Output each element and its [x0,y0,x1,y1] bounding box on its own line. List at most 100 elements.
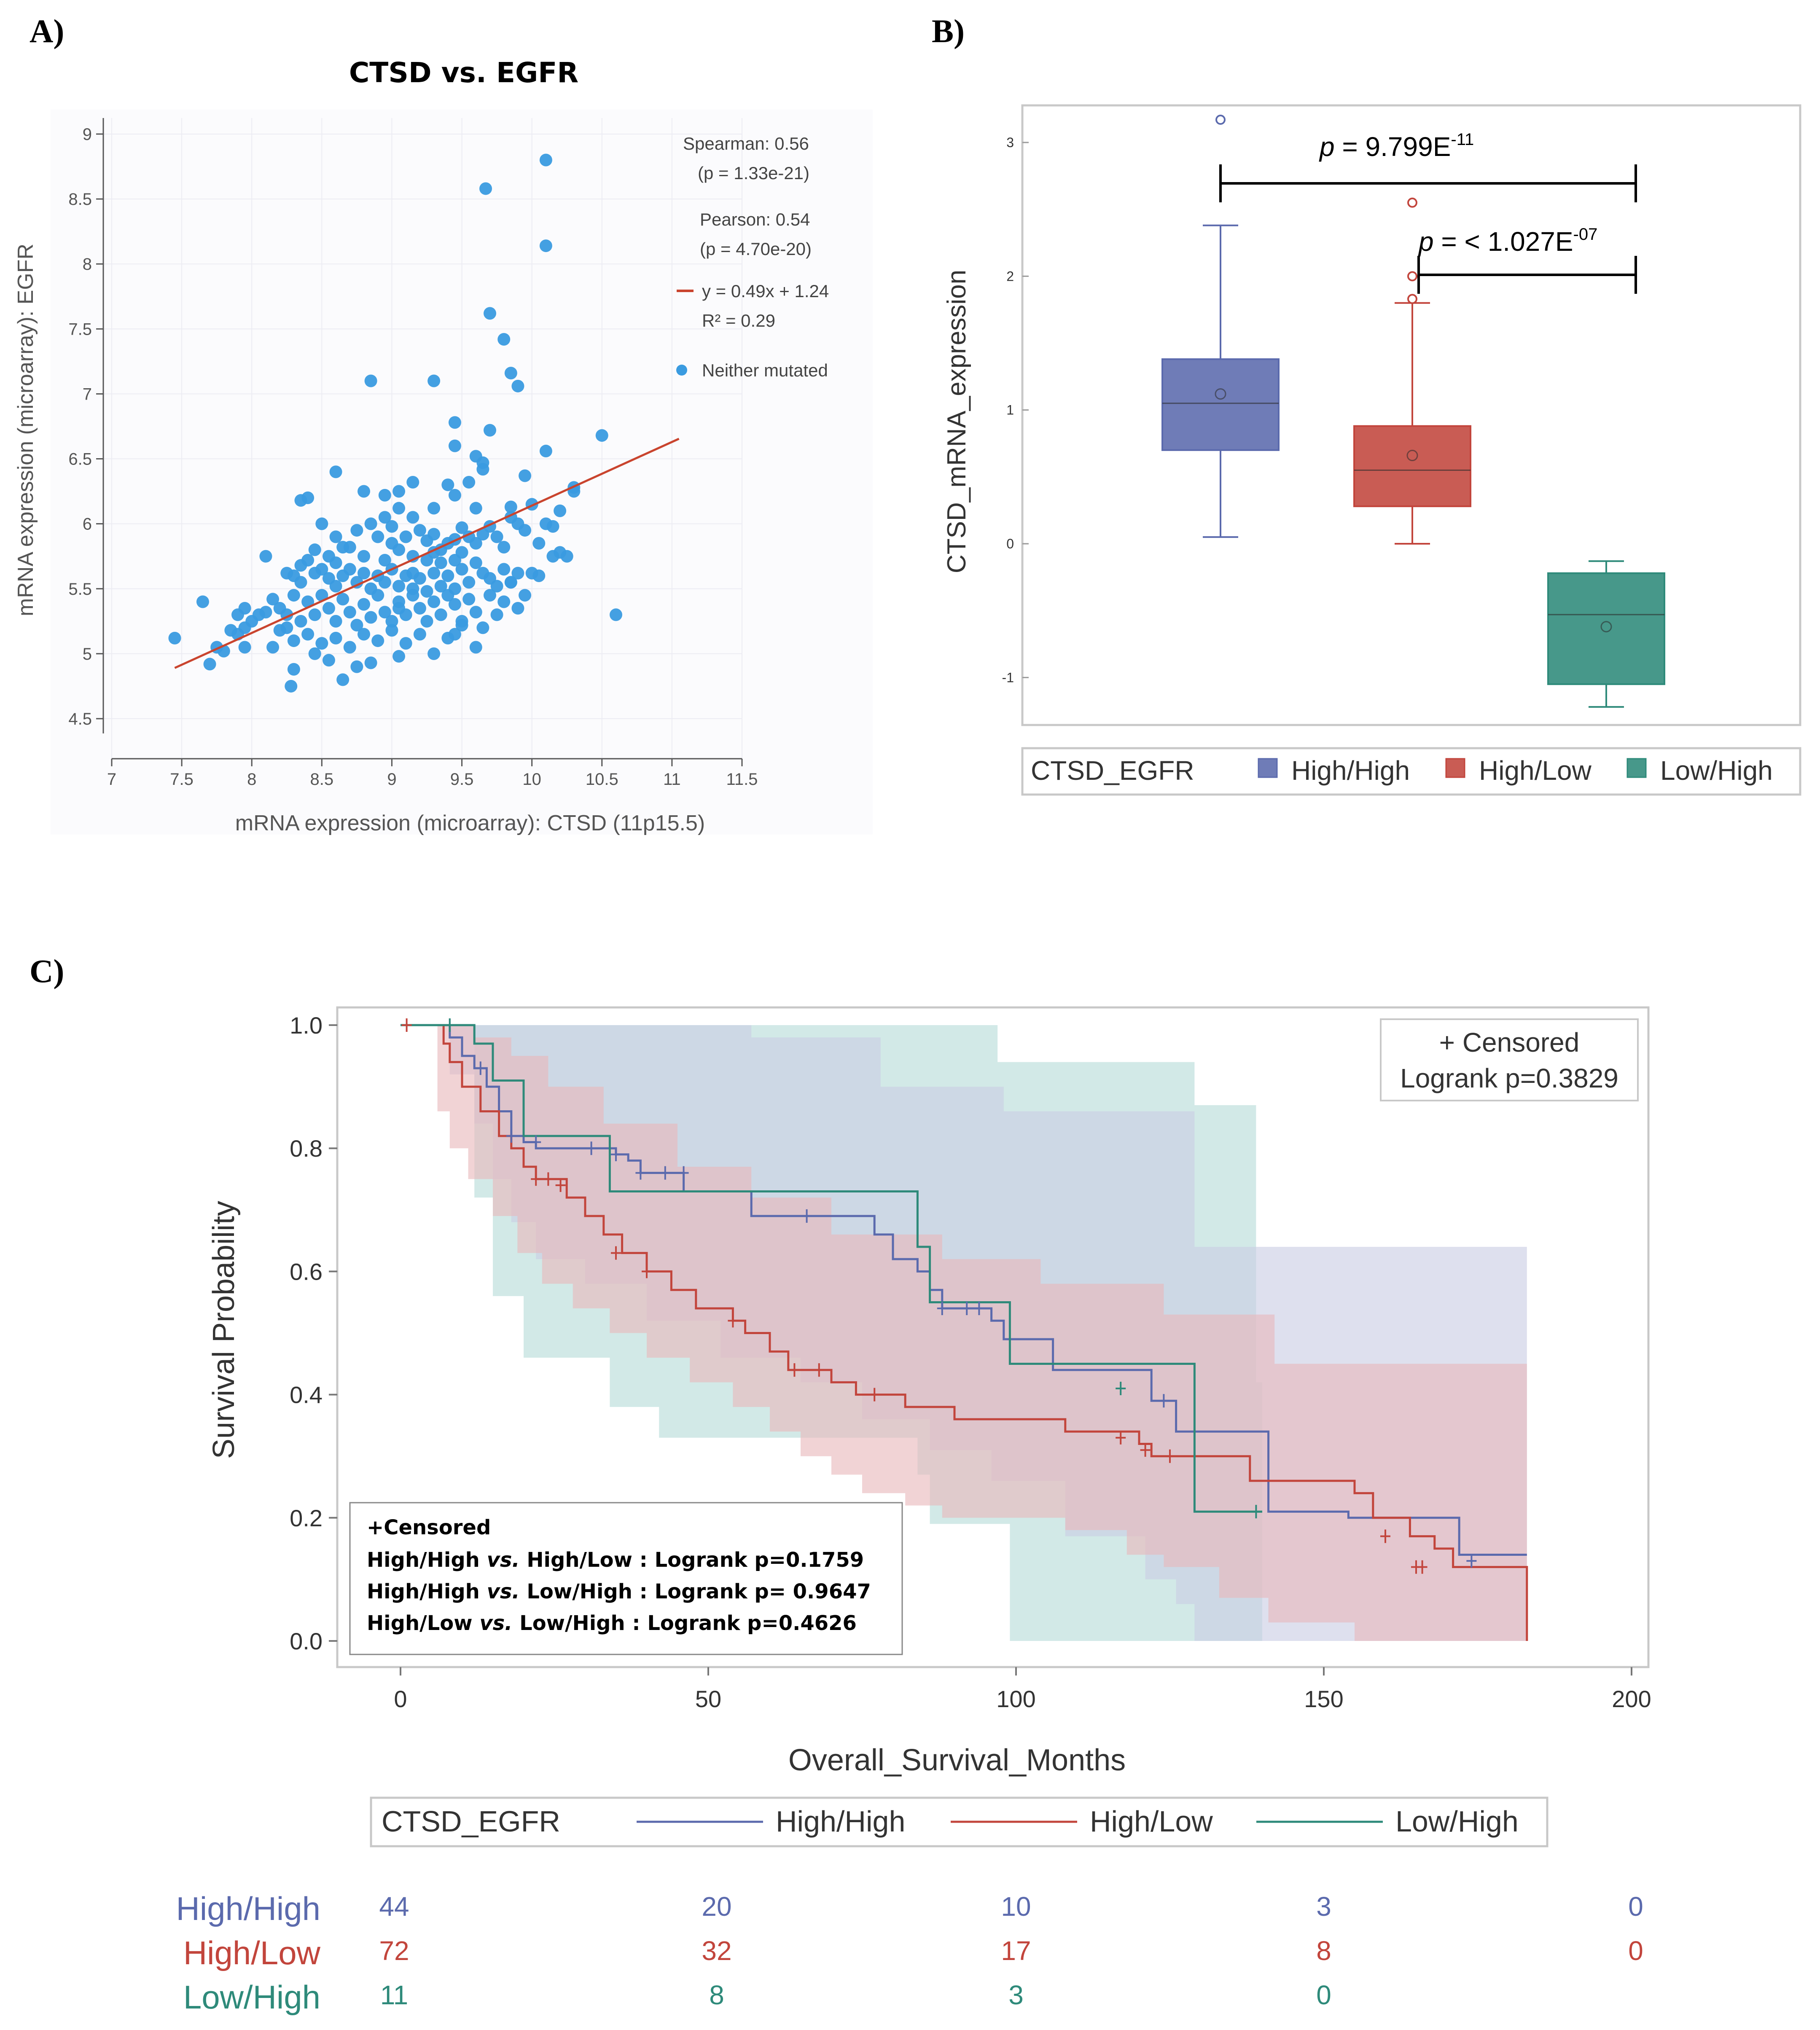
scatter-point [329,465,342,478]
scatter-point [322,550,335,563]
scatter-point [406,511,419,524]
scatter-point [413,602,426,615]
km-y-ticks: 0.0 0.2 0.4 0.6 0.8 1.0 [290,1012,337,1654]
scatter-point [539,517,552,530]
scatter-point [378,511,391,524]
scatter-point [448,439,461,452]
scatter-point [469,556,482,569]
legend-label: Low/High [1395,1805,1519,1838]
box-groups [1161,115,1665,708]
box-mean-marker [1215,388,1226,400]
survival-curve [401,1024,1527,1556]
legend-label: High/Low [1479,755,1592,786]
scatter-point [484,589,496,602]
risk-value: 8 [1316,1936,1331,1966]
km-censor-marks [401,1018,1477,1574]
scatter-point [490,608,503,621]
scatter-point [546,550,559,563]
y-tick-label: 0.2 [290,1505,323,1531]
risk-value: 3 [1008,1980,1024,2010]
km-logrank-overall: Logrank p=0.3829 [1400,1063,1618,1093]
scatter-point [358,550,370,563]
pearson-p: (p = 4.70e-20) [700,239,812,259]
scatter-point [420,615,433,628]
risk-value: 0 [1628,1891,1643,1922]
risk-row-label: High/High [176,1890,320,1927]
scatter-point [469,537,482,550]
scatter-point [427,647,441,660]
scatter-point [532,569,546,582]
km-censored-label: + Censored [1439,1027,1580,1058]
scatter-point [427,374,441,387]
legend-label: High/High [776,1805,905,1838]
scatter-x-ticks: 7 7.5 8 8.5 9 9.5 10 10.5 11 11.5 [107,759,758,789]
box-legend [1021,747,1801,796]
scatter-point [315,637,328,650]
y-tick-label: 7 [83,385,92,403]
x-tick-label: 7 [107,770,116,789]
legend-label: High/Low [1090,1805,1213,1838]
scatter-point [196,595,209,608]
scatter-point [539,445,552,458]
x-tick-label: 10 [522,770,541,789]
scatter-point [168,631,181,644]
scatter-point [392,502,406,515]
p-value-label: p = < 1.027E-07 [1418,225,1597,257]
scatter-point [392,485,406,498]
km-note-row: High/High vs. Low/High : Logrank p= 0.96… [367,1580,871,1603]
risk-value: 20 [702,1891,731,1922]
x-tick-label: 8 [247,770,256,789]
y-tick-label: 6 [83,515,92,534]
scatter-point [476,463,489,476]
box-iqr [1353,425,1471,508]
scatter-point [504,576,517,589]
scatter-point [385,615,398,628]
scatter-point [441,589,454,602]
scatter-point [560,550,573,563]
scatter-point [448,598,461,611]
scatter-point [371,589,384,602]
scatter-point [469,502,482,515]
scatter-point [399,530,412,543]
box-mean-marker [1600,621,1612,633]
risk-value: 17 [1001,1936,1031,1966]
scatter-point [371,530,384,543]
y-tick-label: 5 [83,645,92,663]
scatter-fit-line [174,438,680,669]
scatter-point [399,637,412,650]
scatter-point [476,621,489,634]
y-tick-label: 0.8 [290,1135,323,1162]
scatter-point [511,602,524,615]
y-tick-label: 8.5 [68,190,92,209]
scatter-point [532,537,546,550]
scatter-point [378,606,391,619]
scatter-point [413,524,426,537]
scatter-point [287,634,300,647]
scatter-point [554,504,567,517]
box-legend-title: CTSD_EGFR [1031,755,1194,786]
fit-r2: R² = 0.29 [702,311,775,330]
risk-value: 72 [379,1936,409,1966]
box-outlier [1407,294,1417,304]
panel-label-b: B) [932,13,965,49]
km-notes-box [349,1502,903,1655]
scatter-point [504,367,517,380]
scatter-point [610,608,622,621]
scatter-point [322,654,335,667]
scatter-point [315,563,328,576]
scatter-point [448,416,461,429]
scatter-point [427,595,441,608]
scatter-point [497,541,511,554]
box-iqr [1547,572,1665,685]
scatter-stats: Spearman: 0.56 (p = 1.33e-21) Pearson: 0… [676,134,829,380]
scatter-point [358,598,370,611]
box-outlier [1407,197,1417,208]
scatter-point [329,580,342,593]
scatter-point [434,580,447,593]
scatter-point [259,550,272,563]
scatter-point [358,567,370,580]
box-mean-marker [1406,450,1418,462]
x-tick-label: 8.5 [310,770,334,789]
x-tick-label: 9.5 [450,770,474,789]
